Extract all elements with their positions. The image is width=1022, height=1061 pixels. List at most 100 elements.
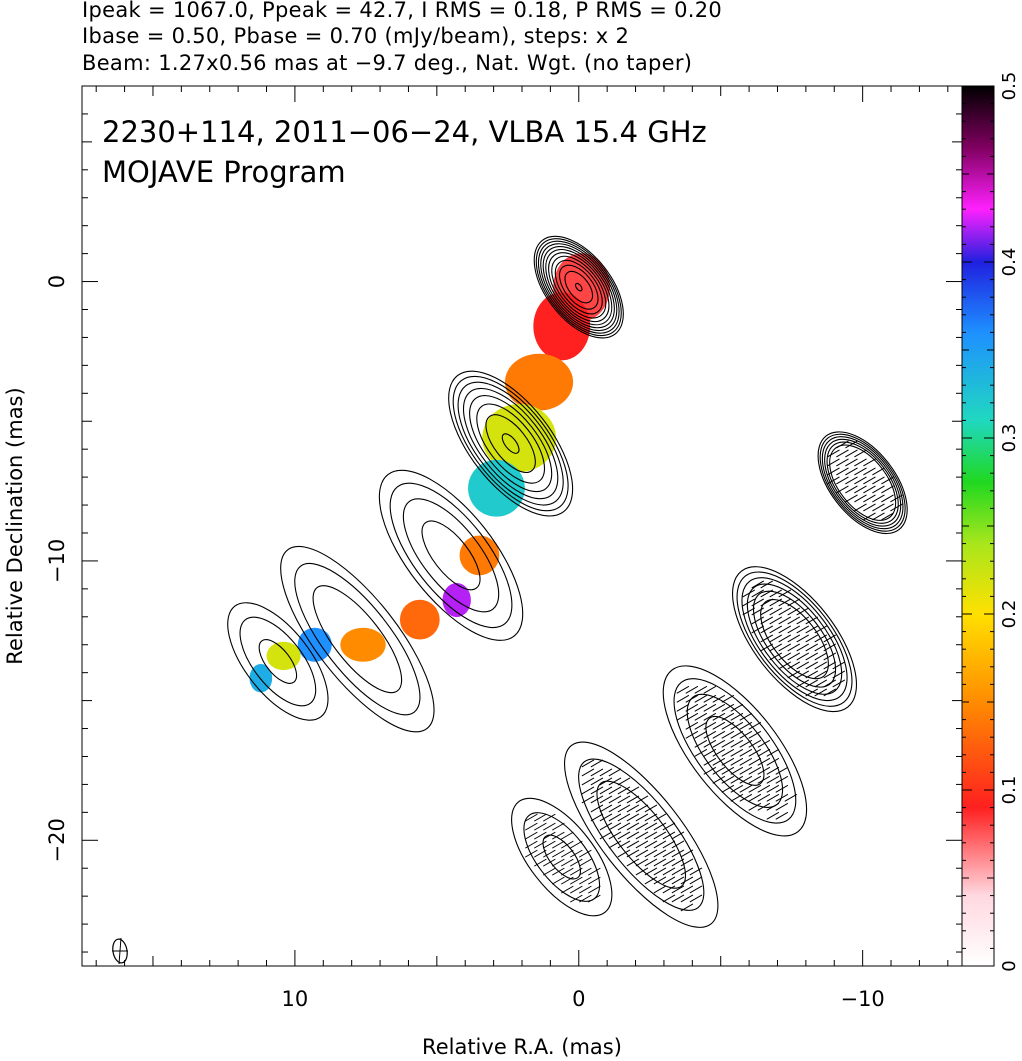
evpa-tick <box>730 730 744 739</box>
evpa-tick <box>823 643 837 652</box>
evpa-tick <box>787 634 801 643</box>
evpa-tick <box>599 768 613 777</box>
polarization-region <box>399 599 440 640</box>
evpa-tick <box>814 625 828 634</box>
evpa-tick <box>617 831 631 840</box>
evpa-tick <box>854 494 867 503</box>
evpa-contour <box>564 741 719 928</box>
evpa-tick <box>757 766 771 775</box>
evpa-tick <box>748 730 762 739</box>
evpa-tick <box>863 503 876 512</box>
y-tick-label: −10 <box>45 539 69 583</box>
evpa-tick <box>721 703 735 712</box>
evpa-tick <box>671 894 685 903</box>
evpa-tick <box>757 757 771 766</box>
evpa-tick <box>671 831 685 840</box>
evpa-tick <box>617 849 631 858</box>
evpa-tick <box>775 775 789 784</box>
colorbar-tick-label: 0 <box>999 960 1020 971</box>
polarization-region <box>297 627 332 662</box>
evpa-tick <box>590 786 604 795</box>
evpa-tick <box>742 598 756 607</box>
evpa-tick <box>581 759 595 768</box>
evpa-tick <box>805 616 819 625</box>
evpa-tick <box>742 607 756 616</box>
evpa-tick <box>760 625 774 634</box>
evpa-contour <box>817 431 908 535</box>
evpa-tick <box>543 858 556 867</box>
polarization-region <box>482 403 557 473</box>
evpa-tick <box>739 721 753 730</box>
evpa-tick <box>739 793 753 802</box>
evpa-tick <box>525 822 538 831</box>
evpa-tick <box>570 867 583 876</box>
evpa-tick <box>757 775 771 784</box>
evpa-tick <box>805 625 819 634</box>
evpa-tick <box>689 885 703 894</box>
evpa-tick <box>662 840 676 849</box>
y-axis-label: Relative Declination (mas) <box>3 387 27 664</box>
evpa-tick <box>694 703 708 712</box>
evpa-tick <box>599 822 613 831</box>
evpa-tick <box>778 652 792 661</box>
evpa-tick <box>599 777 613 786</box>
evpa-tick <box>730 748 744 757</box>
evpa-tick <box>730 775 744 784</box>
evpa-tick <box>534 813 547 822</box>
evpa-tick <box>823 634 837 643</box>
evpa-tick <box>617 822 631 831</box>
intensity-contour <box>540 243 618 332</box>
evpa-tick <box>703 748 717 757</box>
evpa-tick <box>881 476 894 485</box>
evpa-tick <box>617 786 631 795</box>
evpa-tick <box>590 777 604 786</box>
evpa-tick <box>872 476 885 485</box>
evpa-tick <box>863 485 876 494</box>
evpa-tick <box>617 777 631 786</box>
evpa-tick <box>769 589 783 598</box>
evpa-tick <box>787 652 801 661</box>
axis-ticks <box>82 85 962 966</box>
evpa-tick <box>863 467 876 476</box>
evpa-tick <box>872 467 885 476</box>
polarization-region <box>442 582 471 618</box>
evpa-tick <box>689 867 703 876</box>
evpa-tick <box>769 652 783 661</box>
evpa-tick <box>644 813 658 822</box>
evpa-tick <box>685 685 699 694</box>
polarization-region <box>340 627 386 662</box>
evpa-tick <box>721 748 735 757</box>
evpa-tick <box>590 795 604 804</box>
evpa-contour <box>826 441 899 524</box>
evpa-tick <box>579 876 592 885</box>
evpa-tick <box>757 784 771 793</box>
polarization-region <box>266 641 301 671</box>
intensity-contour <box>389 482 513 629</box>
evpa-tick <box>836 449 849 458</box>
evpa-tick <box>823 679 837 688</box>
evpa-tick <box>694 748 708 757</box>
evpa-contour <box>760 599 829 680</box>
evpa-tick <box>608 777 622 786</box>
evpa-tick <box>836 458 849 467</box>
evpa-tick <box>805 652 819 661</box>
evpa-tick <box>787 643 801 652</box>
intensity-contour <box>559 264 599 310</box>
evpa-tick <box>823 670 837 679</box>
evpa-tick <box>805 661 819 670</box>
evpa-tick <box>881 512 894 521</box>
evpa-tick <box>730 766 744 775</box>
evpa-tick <box>590 804 604 813</box>
evpa-tick <box>626 813 640 822</box>
evpa-tick <box>653 867 667 876</box>
evpa-tick <box>561 858 574 867</box>
evpa-tick <box>653 831 667 840</box>
header-line-2: Ibase = 0.50, Pbase = 0.70 (mJy/beam), s… <box>82 24 630 48</box>
evpa-tick <box>890 503 903 512</box>
evpa-tick <box>543 840 556 849</box>
evpa-contour <box>662 665 808 837</box>
evpa-tick <box>525 849 538 858</box>
evpa-tick <box>805 688 819 697</box>
evpa-tick <box>653 858 667 867</box>
evpa-contour <box>736 571 853 707</box>
